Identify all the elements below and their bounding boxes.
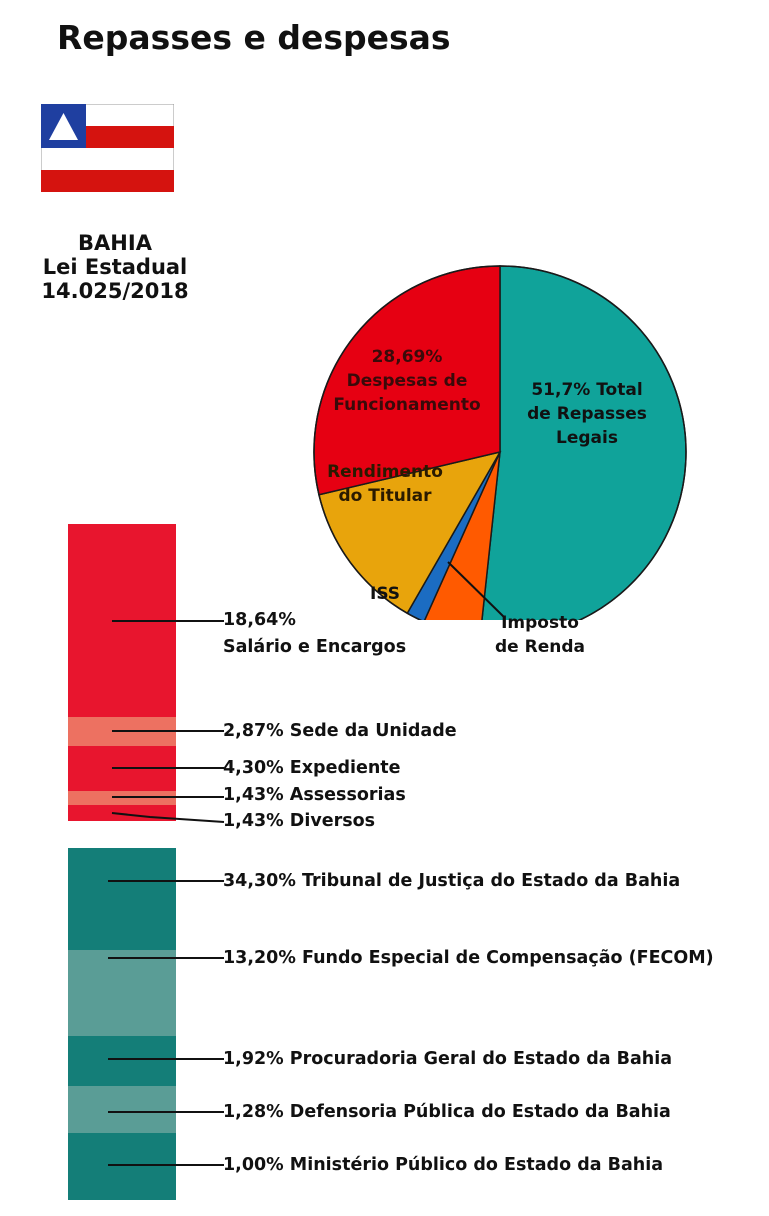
label-ministerio: 1,00% Ministério Público do Estado da Ba… [223, 1155, 664, 1175]
bar-tribunal [68, 848, 176, 950]
label-salario-pct: 18,64% [223, 610, 296, 630]
label-tribunal: 34,30% Tribunal de Justiça do Estado da … [223, 871, 681, 891]
label-procuradoria: 1,92% Procuradoria Geral do Estado da Ba… [223, 1049, 673, 1069]
chart-title: Repasses e despesas [57, 18, 451, 57]
law-line-2: 14.025/2018 [41, 279, 189, 303]
bar-defensoria [68, 1086, 176, 1133]
label-assessorias: 1,43% Assessorias [223, 785, 406, 805]
law-reference: BAHIA Lei Estadual 14.025/2018 [20, 231, 210, 303]
label-diversos: 1,43% Diversos [223, 811, 376, 831]
law-line-1: Lei Estadual [42, 255, 188, 279]
bar-fecom [68, 950, 176, 1036]
label-despesas: 28,69% Despesas de Funcionamento [333, 347, 481, 415]
label-imposto: Imposto de Renda [495, 613, 585, 657]
pie-outline [313, 265, 687, 620]
state-name: BAHIA [78, 231, 152, 255]
label-sede: 2,87% Sede da Unidade [223, 721, 457, 741]
bar-procuradoria [68, 1036, 176, 1086]
label-rendimento: Rendimento do Titular [327, 462, 443, 506]
bar-ministerio [68, 1133, 176, 1200]
label-salario-name: Salário e Encargos [223, 637, 407, 657]
label-fecom: 13,20% Fundo Especial de Compensação (FE… [223, 948, 714, 968]
pie-chart [313, 265, 687, 620]
bahia-flag-icon [41, 104, 174, 192]
leader-diversos [111, 812, 225, 823]
label-expediente: 4,30% Expediente [223, 758, 401, 778]
leader-imposto [447, 561, 506, 619]
label-repasses: 51,7% Total de Repasses Legais [527, 380, 647, 448]
label-iss: ISS [370, 584, 401, 604]
label-defensoria: 1,28% Defensoria Pública do Estado da Ba… [223, 1102, 671, 1122]
